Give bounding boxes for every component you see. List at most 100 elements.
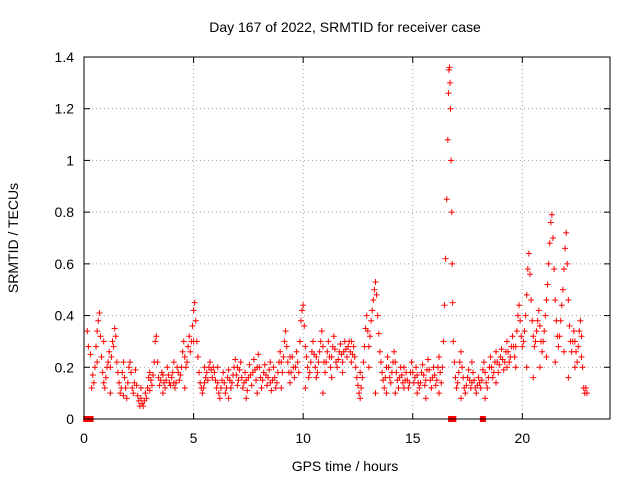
data-point [544,281,551,288]
data-point [448,209,455,216]
data-point [253,377,260,384]
data-point [243,395,250,402]
y-tick-label: 1 [66,152,74,168]
data-point [536,322,543,329]
y-tick-label: 0.6 [55,256,75,272]
data-point [268,387,275,394]
data-point [273,379,280,386]
data-point [277,348,284,355]
data-point [574,359,581,366]
data-point [384,353,391,360]
data-point [295,369,302,376]
data-point [319,343,326,350]
data-point [516,302,523,309]
data-point [173,379,180,386]
data-point [95,317,102,324]
data-point [344,353,350,360]
data-point [551,266,558,273]
data-point [259,377,266,384]
data-point [288,369,295,376]
data-point [225,395,232,402]
y-tick-label: 0.4 [55,308,75,324]
data-point [562,245,569,252]
data-point [270,364,277,371]
y-tick-label: 1.2 [55,101,75,117]
data-point [122,384,129,391]
data-point [433,377,440,384]
data-point [528,297,535,304]
data-point [96,309,103,316]
data-point [305,374,312,381]
data-point [525,250,532,257]
y-axis-label: SRMTID / TECUs [5,183,21,293]
data-point [164,364,171,371]
data-point [85,343,92,350]
data-point [582,384,589,391]
data-point [190,307,197,314]
data-point [484,384,491,391]
data-point [373,291,380,298]
data-point [211,369,218,376]
data-point [493,379,500,386]
data-point [512,343,519,350]
data-point [328,374,335,381]
data-point [505,348,512,355]
data-point [519,343,526,350]
data-point [280,353,287,360]
data-point [437,369,444,376]
x-tick-label: 15 [405,430,421,446]
data-point [146,387,153,394]
data-point [457,395,464,402]
data-point [527,271,534,278]
data-point [314,369,321,376]
data-point [203,369,210,376]
data-point [325,338,332,345]
data-point [267,359,274,366]
data-point [112,333,119,340]
data-point [488,364,495,371]
data-point [414,390,421,397]
data-point [535,307,542,314]
data-point [372,278,379,285]
data-point [250,356,257,363]
data-point [546,240,553,247]
data-point [517,317,524,324]
data-point [278,359,285,366]
data-point [432,382,439,389]
data-point [113,359,120,366]
data-point [339,369,346,376]
data-point [452,374,459,381]
data-point [209,374,216,381]
data-point [294,359,301,366]
data-point [512,364,519,371]
data-point [496,361,503,368]
data-point [367,333,374,340]
data-point [480,359,487,366]
data-point [413,364,420,371]
data-point [200,384,207,391]
data-point [187,348,194,355]
data-point [238,374,245,381]
data-point [293,348,300,355]
data-point [181,384,188,391]
data-point [520,338,527,345]
data-point [398,372,405,379]
data-point [459,364,466,371]
data-point [571,338,578,345]
data-point [110,343,117,350]
data-point [386,374,393,381]
data-point [108,353,115,360]
data-point [524,266,531,273]
data-point [94,328,101,335]
y-tick-label: 0 [66,411,74,427]
data-point [487,353,494,360]
x-axis-label: GPS time / hours [292,458,399,474]
data-point [370,297,377,304]
data-point [575,343,582,350]
data-point [560,266,567,273]
data-point [548,211,555,218]
data-point [530,333,537,340]
data-point [176,377,183,384]
data-point [364,328,371,335]
